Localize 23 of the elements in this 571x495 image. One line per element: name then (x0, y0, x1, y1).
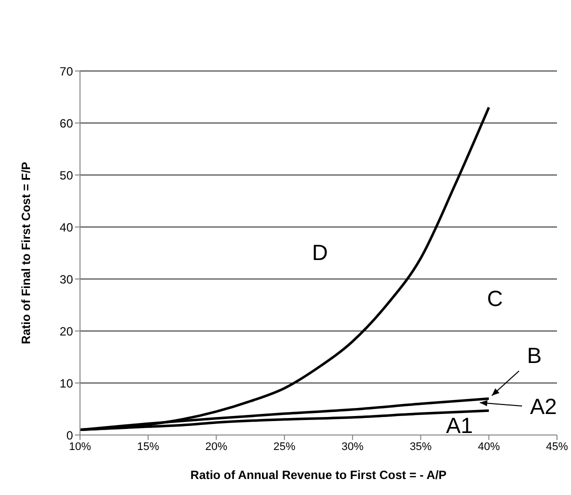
x-tick-label: 45% (546, 440, 568, 453)
annotation: B (527, 342, 542, 368)
x-tick-label: 20% (205, 440, 228, 453)
x-tick-label: 40% (478, 440, 500, 453)
x-axis-title: Ratio of Annual Revenue to First Cost = - A/P (190, 468, 447, 482)
annotation: A2 (530, 394, 557, 418)
y-tick-label: 50 (60, 168, 74, 182)
y-tick-label: 30 (60, 272, 74, 286)
y-tick-label: 20 (60, 324, 74, 338)
annotation: A1 (446, 412, 473, 438)
y-tick-label: 40 (60, 220, 74, 234)
x-tick-label: 35% (410, 440, 432, 453)
x-tick-label: 10% (68, 440, 92, 453)
y-tick-label: 10 (60, 376, 74, 390)
annotation: C (487, 286, 503, 310)
x-tick-label: 25% (273, 440, 296, 453)
y-tick-label: 0 (66, 428, 74, 442)
x-tick-label: 30% (342, 440, 364, 453)
y-axis-title: Ratio of Final to First Cost = F/P (19, 162, 33, 344)
y-tick-label: 70 (60, 64, 74, 78)
x-tick-label: 15% (137, 440, 160, 453)
y-tick-label: 60 (60, 116, 74, 130)
annotation: D (312, 240, 328, 264)
